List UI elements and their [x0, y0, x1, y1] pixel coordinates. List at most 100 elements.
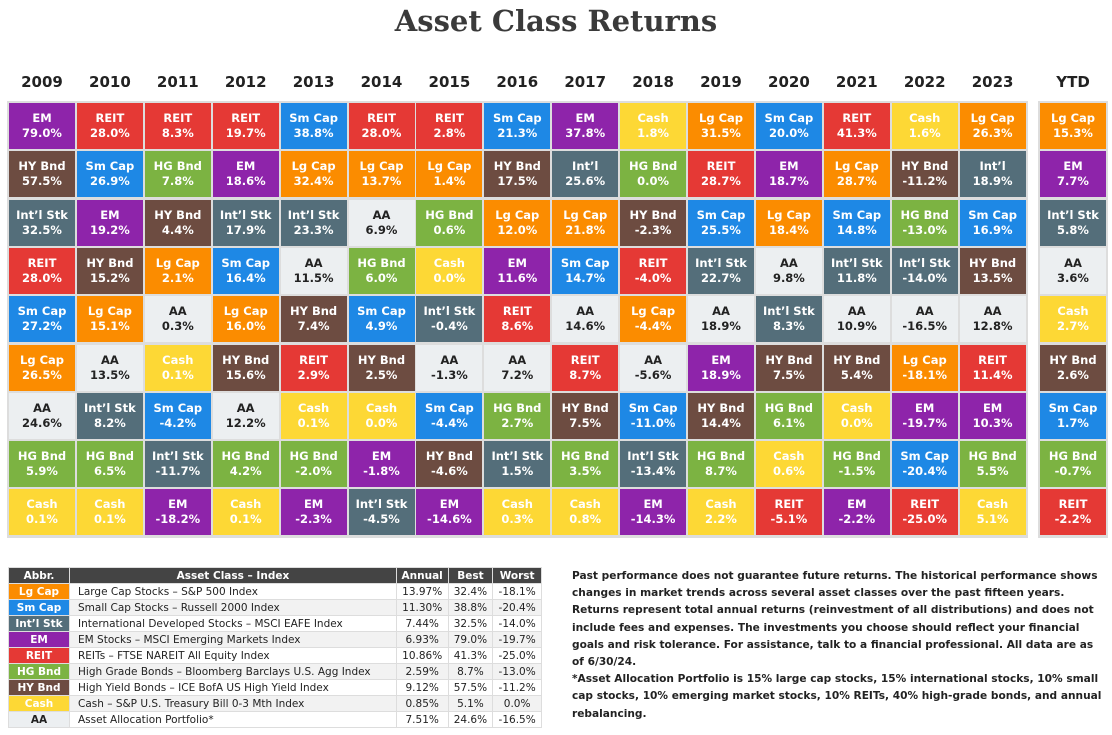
cell-asset: REIT	[95, 111, 125, 125]
cell-asset: Lg Cap	[359, 159, 404, 174]
cell-asset: HY Bnd	[18, 159, 66, 174]
legend-row: Lg Cap Large Cap Stocks – S&P 500 Index 13…	[8, 583, 542, 600]
legend-annual: 13.97%	[395, 583, 449, 600]
cell-asset: AA	[236, 400, 255, 415]
return-cell: HY Bnd 15.6%	[212, 344, 279, 391]
legend-abbr: Cash	[8, 695, 70, 712]
return-cell: AA 14.6%	[552, 296, 619, 343]
cell-asset: Cash	[976, 497, 1009, 512]
cell-asset: HY Bnd	[901, 159, 949, 174]
return-cell: Int’l Stk 17.9%	[212, 199, 279, 246]
cell-asset: Int’l Stk	[1047, 207, 1099, 222]
cell-return: 17.5%	[497, 174, 538, 189]
return-cell: HG Bnd 7.8%	[144, 151, 211, 198]
return-cell: HG Bnd -0.7%	[1040, 441, 1106, 488]
legend-annual: 2.59%	[395, 663, 449, 680]
cell-asset: EM	[1063, 159, 1083, 174]
return-cell: EM 7.7%	[1040, 151, 1106, 198]
year-header: 2014	[360, 73, 403, 91]
legend-annual: 10.86%	[395, 647, 449, 664]
cell-return: 7.5%	[569, 415, 602, 430]
year-header: 2015	[428, 73, 471, 91]
cell-asset: Int’l Stk	[830, 255, 883, 270]
cell-asset: Lg Cap	[223, 304, 268, 319]
cell-asset: Cash	[94, 497, 126, 512]
cell-asset: AA	[440, 352, 459, 367]
return-cell: HY Bnd 2.5%	[348, 344, 415, 391]
cell-return: 21.8%	[565, 222, 606, 237]
cell-return: 14.4%	[701, 415, 741, 430]
return-cell: Int’l Stk 32.5%	[9, 199, 75, 246]
cell-asset: Sm Cap	[357, 304, 406, 319]
return-cell: REIT 28.0%	[348, 103, 415, 149]
return-cell: HY Bnd 4.4%	[144, 199, 211, 246]
cell-asset: Sm Cap	[153, 400, 203, 415]
legend-annual: 7.44%	[395, 615, 449, 632]
cell-asset: EM	[439, 497, 460, 512]
cell-return: -4.6%	[431, 464, 468, 479]
footnote-text: *Asset Allocation Portfolio is 15% large…	[572, 673, 1102, 720]
cell-return: -2.2%	[838, 512, 876, 527]
return-cell: EM -18.2%	[144, 489, 211, 536]
legend-worst: -14.0%	[492, 615, 542, 632]
return-cell: REIT 28.7%	[688, 151, 754, 198]
return-cell: HG Bnd 6.1%	[755, 392, 822, 439]
cell-return: 1.7%	[1057, 415, 1089, 430]
cell-return: 0.1%	[26, 512, 58, 527]
cell-asset: Lg Cap	[563, 207, 608, 222]
cell-return: 2.5%	[365, 367, 398, 382]
return-cell: AA 24.6%	[9, 392, 75, 439]
cell-return: 17.9%	[225, 222, 266, 237]
return-cell: Int’l Stk 1.5%	[484, 441, 551, 488]
return-cell: EM 11.6%	[484, 247, 551, 294]
cell-asset: Sm Cap	[221, 255, 271, 270]
cell-return: 0.0%	[365, 415, 398, 430]
cell-return: 28.7%	[836, 174, 877, 189]
cell-return: 2.1%	[161, 270, 194, 285]
cell-asset: HG Bnd	[696, 449, 746, 464]
legend-row: EM EM Stocks – MSCI Emerging Markets Inde…	[8, 631, 542, 648]
cell-return: 13.5%	[972, 270, 1013, 285]
return-cell: AA 3.6%	[1040, 247, 1106, 294]
cell-return: 10.3%	[972, 415, 1013, 430]
cell-asset: Int’l Stk	[84, 400, 136, 415]
header-asset-class: Asset Class – Index	[69, 567, 397, 584]
return-cell: Int’l Stk -4.5%	[348, 489, 415, 536]
return-cell: Sm Cap 26.9%	[76, 151, 143, 198]
cell-return: -13.4%	[630, 464, 676, 479]
cell-asset: Cash	[230, 497, 262, 512]
cell-asset: AA	[1064, 255, 1082, 270]
cell-asset: HG Bnd	[289, 449, 338, 464]
return-cell: HY Bnd -2.3%	[620, 199, 687, 246]
legend-asset-class: High Grade Bonds – Bloomberg Barclays U.…	[69, 663, 397, 680]
header-abbr: Abbr.	[8, 567, 70, 584]
legend-abbr: Sm Cap	[8, 599, 70, 616]
cell-return: 13.7%	[361, 174, 402, 189]
return-cell: Lg Cap -4.4%	[620, 296, 687, 343]
cell-asset: HY Bnd	[697, 400, 745, 415]
legend-row: Int’l Stk International Developed Stocks …	[8, 615, 542, 632]
return-cell: Int’l Stk 23.3%	[280, 199, 347, 246]
cell-return: 0.0%	[840, 415, 873, 430]
return-cell: REIT -5.1%	[755, 489, 822, 536]
cell-return: 38.8%	[293, 126, 334, 140]
return-cell: REIT 8.6%	[484, 296, 551, 343]
cell-asset: Int’l Stk	[355, 497, 408, 512]
return-cell: Sm Cap -4.4%	[416, 392, 483, 439]
return-cell: HY Bnd 13.5%	[959, 247, 1026, 294]
cell-return: -18.2%	[155, 512, 201, 527]
cell-asset: Cash	[841, 400, 873, 415]
cell-asset: HY Bnd	[1049, 352, 1097, 367]
cell-return: 13.5%	[89, 367, 130, 382]
legend-best: 24.6%	[447, 711, 494, 728]
cell-return: 0.1%	[229, 512, 262, 527]
cell-return: 25.5%	[701, 222, 741, 237]
legend-best: 41.3%	[447, 647, 494, 664]
cell-return: 8.6%	[501, 319, 534, 334]
cell-return: 8.2%	[93, 415, 126, 430]
cell-asset: Lg Cap	[631, 304, 676, 319]
cell-return: 0.0%	[637, 174, 670, 189]
cell-return: 7.5%	[772, 367, 805, 382]
legend-worst: -18.1%	[492, 583, 542, 600]
year-header: 2017	[564, 73, 607, 91]
